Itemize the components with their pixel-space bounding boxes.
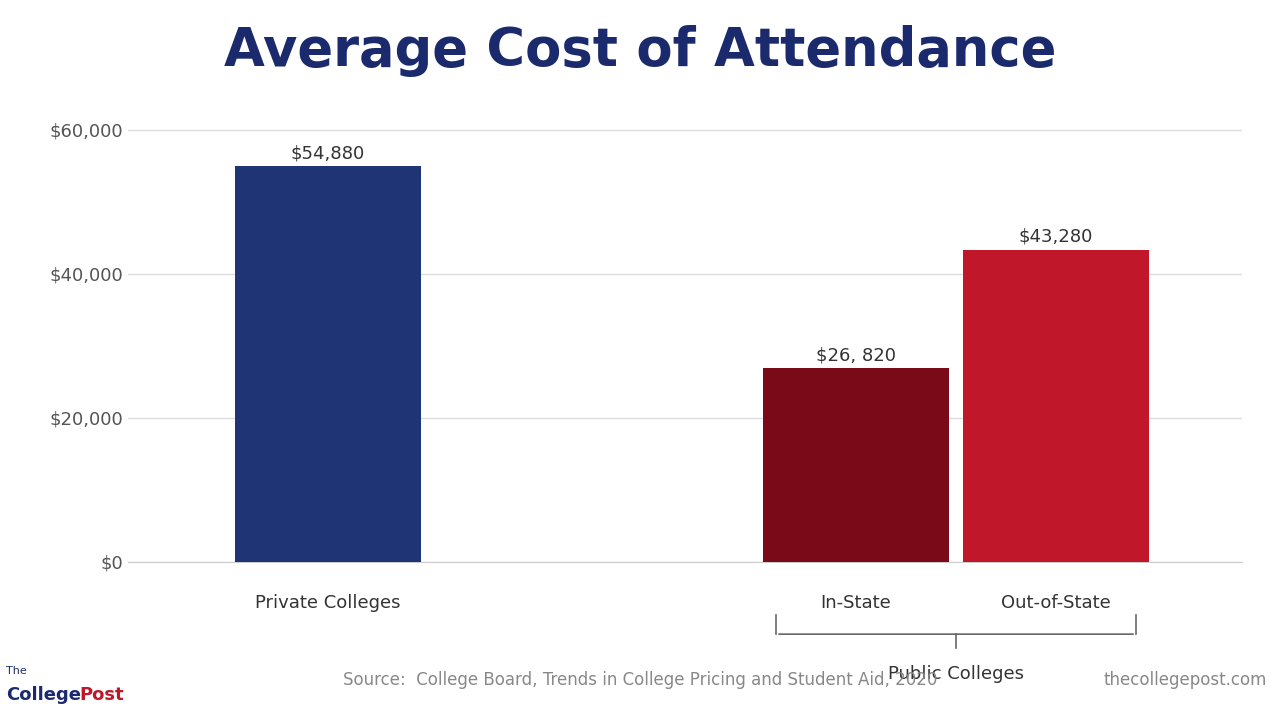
Text: $43,280: $43,280 [1019, 228, 1093, 246]
Bar [763, 369, 948, 562]
Text: Public Colleges: Public Colleges [888, 665, 1024, 683]
Text: In-State: In-State [820, 595, 891, 612]
Bar [963, 250, 1148, 562]
Text: Source:  College Board, Trends in College Pricing and Student Aid, 2020: Source: College Board, Trends in College… [343, 671, 937, 690]
Text: Private Colleges: Private Colleges [255, 595, 401, 612]
Text: The: The [6, 667, 27, 677]
Text: College: College [6, 686, 82, 704]
Text: Average Cost of Attendance: Average Cost of Attendance [224, 25, 1056, 77]
Text: $54,880: $54,880 [291, 144, 365, 162]
Text: Post: Post [79, 686, 124, 704]
Text: Out-of-State: Out-of-State [1001, 595, 1111, 612]
Text: thecollegepost.com: thecollegepost.com [1103, 671, 1267, 690]
Bar [236, 166, 421, 562]
Text: $26, 820: $26, 820 [817, 346, 896, 364]
